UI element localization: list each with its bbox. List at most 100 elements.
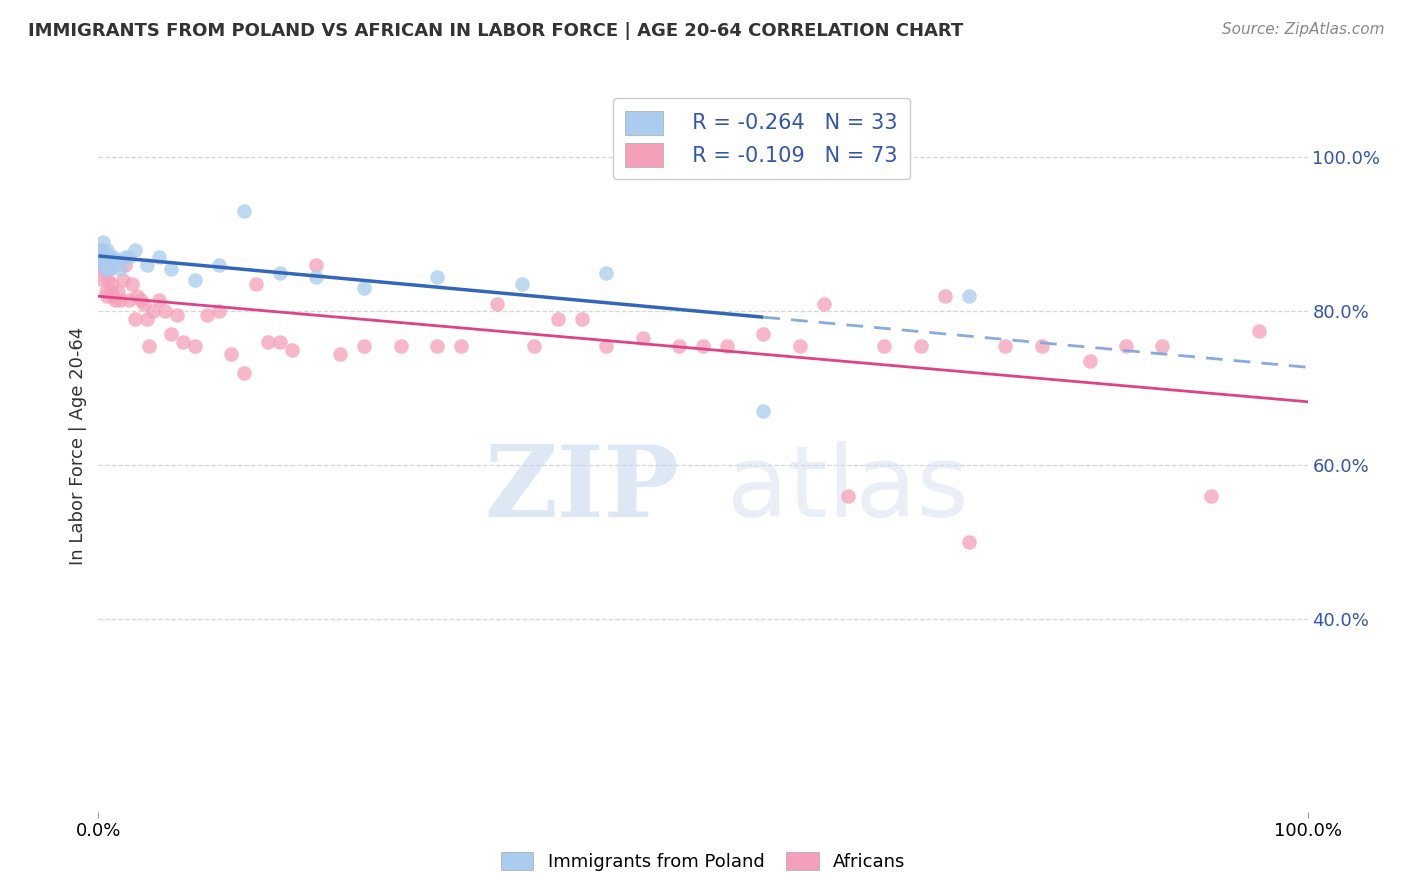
Point — [148, 251, 170, 265]
Point — [547, 312, 569, 326]
Point — [595, 266, 617, 280]
Point — [96, 258, 118, 272]
Point — [571, 312, 593, 326]
Point — [93, 254, 115, 268]
Text: Source: ZipAtlas.com: Source: ZipAtlas.com — [1222, 22, 1385, 37]
Point — [108, 293, 131, 307]
Point — [96, 289, 118, 303]
Point — [89, 243, 111, 257]
Point — [101, 289, 124, 303]
Point — [160, 261, 183, 276]
Point — [1115, 339, 1137, 353]
Point — [245, 277, 267, 292]
Y-axis label: In Labor Force | Age 20-64: In Labor Force | Age 20-64 — [69, 326, 87, 566]
Point — [595, 339, 617, 353]
Point — [184, 339, 207, 353]
Point — [692, 339, 714, 353]
Point — [934, 289, 956, 303]
Point — [91, 261, 114, 276]
Point — [305, 258, 328, 272]
Text: atlas: atlas — [727, 442, 969, 539]
Point — [124, 243, 146, 257]
Point — [166, 308, 188, 322]
Point — [93, 246, 115, 260]
Point — [172, 334, 194, 349]
Point — [91, 235, 114, 249]
Point — [208, 304, 231, 318]
Point — [1152, 339, 1174, 353]
Point — [124, 312, 146, 326]
Point — [510, 277, 533, 292]
Point — [148, 293, 170, 307]
Point — [1078, 354, 1101, 368]
Point — [114, 251, 136, 265]
Point — [138, 339, 160, 353]
Point — [96, 243, 118, 257]
Point — [107, 254, 129, 268]
Point — [90, 243, 112, 257]
Point — [269, 266, 291, 280]
Point — [1249, 324, 1271, 338]
Point — [98, 261, 121, 276]
Point — [121, 277, 143, 292]
Point — [329, 346, 352, 360]
Point — [90, 258, 112, 272]
Point — [269, 334, 291, 349]
Point — [108, 261, 131, 276]
Point — [837, 489, 859, 503]
Point — [232, 204, 254, 219]
Point — [957, 535, 980, 549]
Point — [426, 339, 449, 353]
Point — [353, 281, 375, 295]
Point — [1031, 339, 1053, 353]
Legend:   R = -0.264   N = 33,   R = -0.109   N = 73: R = -0.264 N = 33, R = -0.109 N = 73 — [613, 98, 910, 179]
Point — [118, 293, 141, 307]
Point — [97, 273, 120, 287]
Point — [134, 296, 156, 310]
Point — [93, 258, 115, 272]
Point — [135, 312, 157, 326]
Point — [353, 339, 375, 353]
Point — [208, 258, 231, 272]
Point — [994, 339, 1017, 353]
Point — [114, 258, 136, 272]
Point — [107, 285, 129, 299]
Point — [1199, 489, 1222, 503]
Point — [486, 296, 509, 310]
Point — [221, 346, 243, 360]
Point — [153, 304, 176, 318]
Point — [752, 404, 775, 418]
Point — [104, 293, 127, 307]
Point — [91, 251, 114, 265]
Point — [101, 251, 124, 265]
Text: IMMIGRANTS FROM POLAND VS AFRICAN IN LABOR FORCE | AGE 20-64 CORRELATION CHART: IMMIGRANTS FROM POLAND VS AFRICAN IN LAB… — [28, 22, 963, 40]
Point — [184, 273, 207, 287]
Point — [281, 343, 304, 357]
Point — [256, 334, 278, 349]
Point — [160, 327, 183, 342]
Point — [93, 258, 115, 272]
Point — [118, 251, 141, 265]
Point — [127, 289, 149, 303]
Point — [910, 339, 932, 353]
Point — [94, 261, 117, 276]
Point — [94, 285, 117, 299]
Point — [752, 327, 775, 342]
Point — [94, 261, 117, 276]
Point — [97, 251, 120, 265]
Point — [98, 261, 121, 276]
Point — [668, 339, 690, 353]
Point — [111, 273, 134, 287]
Point — [305, 269, 328, 284]
Point — [100, 285, 122, 299]
Point — [631, 331, 654, 345]
Point — [389, 339, 412, 353]
Point — [135, 258, 157, 272]
Point — [716, 339, 738, 353]
Point — [142, 304, 165, 318]
Point — [129, 293, 152, 307]
Point — [813, 296, 835, 310]
Point — [450, 339, 472, 353]
Point — [232, 366, 254, 380]
Point — [789, 339, 811, 353]
